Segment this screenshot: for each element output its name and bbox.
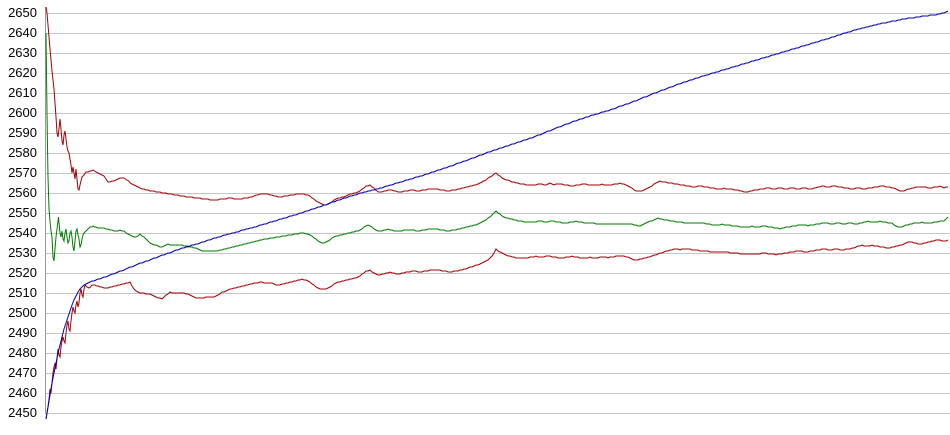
y-axis-tick-label: 2500 bbox=[8, 305, 37, 320]
series-red-upper-band-line bbox=[45, 6, 948, 206]
y-axis-tick-label: 2490 bbox=[8, 325, 37, 340]
y-axis-tick-label: 2590 bbox=[8, 125, 37, 140]
y-axis-tick-label: 2510 bbox=[8, 285, 37, 300]
y-axis-tick-label: 2520 bbox=[8, 265, 37, 280]
series-blue-cumulative-line bbox=[45, 10, 949, 420]
y-axis-tick-label: 2540 bbox=[8, 225, 37, 240]
y-axis-tick-label: 2650 bbox=[8, 5, 37, 20]
y-axis-tick-label: 2550 bbox=[8, 205, 37, 220]
y-axis-tick-label: 2530 bbox=[8, 245, 37, 260]
y-axis-tick-label: 2640 bbox=[8, 25, 37, 40]
y-axis-tick-label: 2560 bbox=[8, 185, 37, 200]
y-axis-tick-label: 2620 bbox=[8, 65, 37, 80]
y-axis-tick-label: 2480 bbox=[8, 345, 37, 360]
y-axis-tick-label: 2450 bbox=[8, 405, 37, 420]
y-axis-tick-label: 2600 bbox=[8, 105, 37, 120]
y-axis-tick-label: 2580 bbox=[8, 145, 37, 160]
y-axis: 2650 2640 2630 2620 2610 2600 2590 2580 2570 2560… bbox=[0, 0, 40, 435]
y-axis-tick-label: 2570 bbox=[8, 165, 37, 180]
gridlines bbox=[45, 13, 950, 414]
y-axis-tick-label: 2630 bbox=[8, 45, 37, 60]
y-axis-tick-label: 2460 bbox=[8, 385, 37, 400]
series-green-mid-line bbox=[45, 32, 949, 262]
y-axis-tick-label: 2610 bbox=[8, 85, 37, 100]
series-red-lower-band-line bbox=[45, 239, 949, 420]
y-axis-tick-label: 2470 bbox=[8, 365, 37, 380]
